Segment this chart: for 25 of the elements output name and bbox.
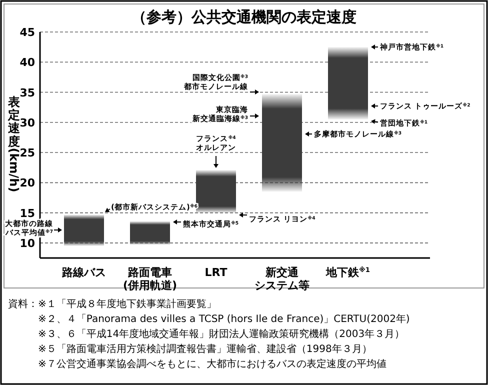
x-tick-label: 路面電車(併用軌道) — [122, 266, 178, 292]
y-tick-label: 15 — [20, 206, 35, 220]
bar — [328, 47, 368, 120]
bar — [262, 94, 302, 192]
x-tick-label: 地下鉄$^{※1}$ — [325, 266, 370, 279]
text: ※５「路面電車活用方策検討調査報告書」運輸省、建設省（1998年３月） — [38, 343, 372, 355]
y-tick-label: 25 — [20, 146, 35, 160]
text: ※７公営交通事業協会調べをもとに、大都市におけるバスの表定速度の平均値 — [38, 358, 386, 370]
x-tick-label: LRT — [204, 266, 228, 279]
text: ※３、６「平成14年度地域交通年報」財団法人運輸政策研究機構（2003年３月） — [38, 328, 405, 340]
y-tick-label: 45 — [20, 26, 35, 39]
y-tick-label: 30 — [20, 116, 36, 130]
bar — [196, 170, 236, 213]
x-tick-label: 路線バス — [61, 266, 106, 279]
text: 資料：※１「平成８年度地下鉄事業計画要覧」 — [8, 298, 216, 310]
x-tick-label: 新交通システム等 — [254, 266, 310, 292]
bar — [64, 214, 104, 246]
y-tick-label: 40 — [20, 56, 36, 70]
text: ※２、４「Panorama des villes a TCSP (hors Ile de France)」CERTU(2002年) — [38, 313, 410, 325]
y-tick-label: 10 — [20, 236, 36, 250]
y-tick-label: 35 — [20, 86, 35, 100]
y-tick-label: 20 — [20, 176, 36, 190]
chart-title: （参考）公共交通機関の表定速度 — [132, 8, 356, 26]
bar — [130, 221, 170, 245]
y-axis-title: 表定速度(km/h) — [6, 94, 21, 192]
